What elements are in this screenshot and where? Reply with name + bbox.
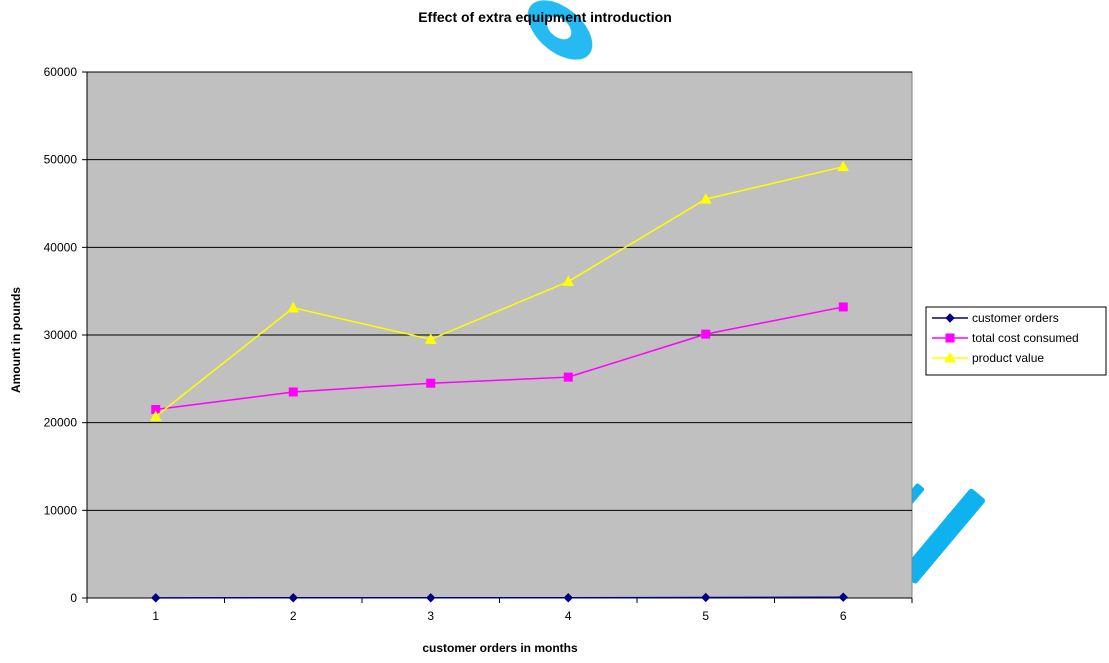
x-tick-label: 1 — [152, 609, 159, 623]
series-line — [155, 596, 844, 599]
data-point — [562, 275, 575, 287]
x-axis-title: customer orders in months — [422, 641, 578, 655]
legend-label: product value — [972, 351, 1044, 365]
data-point — [701, 592, 711, 603]
series-line — [155, 306, 844, 411]
series-product-value — [149, 160, 850, 422]
legend-item: total cost consumed — [932, 331, 1079, 345]
data-point — [838, 302, 848, 312]
data-point — [288, 387, 298, 397]
y-axis-title: Amount in pounds — [9, 287, 23, 393]
data-point — [563, 593, 573, 603]
y-tick-labels: 0 10000 20000 30000 40000 50000 60000 — [44, 65, 78, 605]
legend: customer orders total cost consumed produc… — [925, 306, 1107, 376]
data-point — [288, 593, 298, 603]
x-tick-label: 6 — [840, 609, 847, 623]
x-tick-label: 2 — [290, 609, 297, 623]
y-tick-label: 10000 — [44, 503, 78, 517]
y-tick-label: 0 — [70, 591, 77, 605]
x-tick-label: 4 — [565, 609, 572, 623]
gridlines — [87, 71, 912, 511]
data-point — [149, 410, 162, 422]
data-point — [424, 333, 437, 344]
data-point — [151, 593, 161, 603]
series-customer-orders — [151, 592, 848, 603]
data-point — [563, 372, 573, 382]
x-tick-label: 3 — [427, 609, 434, 623]
chart-title: Effect of extra equipment introduction — [418, 9, 672, 25]
legend-marker — [944, 351, 956, 363]
data-point — [426, 378, 436, 388]
data-point — [837, 160, 850, 172]
data-point — [287, 301, 300, 313]
legend-item: customer orders — [932, 311, 1059, 325]
data-point — [838, 592, 848, 602]
data-point — [426, 593, 436, 603]
y-tick-label: 20000 — [44, 416, 78, 430]
legend-label: customer orders — [972, 311, 1059, 325]
series-total-cost-consumed — [151, 302, 848, 415]
y-tick-label: 30000 — [44, 328, 78, 342]
y-tick-label: 40000 — [44, 240, 78, 254]
series — [149, 160, 850, 603]
data-point — [699, 193, 712, 204]
legend-label: total cost consumed — [972, 331, 1079, 345]
data-point — [701, 329, 711, 339]
legend-marker — [945, 333, 955, 343]
y-tick-label: 60000 — [44, 65, 78, 79]
x-tick-labels: 1 2 3 4 5 6 — [152, 609, 847, 623]
legend-marker — [945, 313, 955, 323]
y-tick-label: 50000 — [44, 153, 78, 167]
legend-item: product value — [932, 351, 1044, 365]
series-line — [155, 165, 844, 418]
x-tick-label: 5 — [702, 609, 709, 623]
